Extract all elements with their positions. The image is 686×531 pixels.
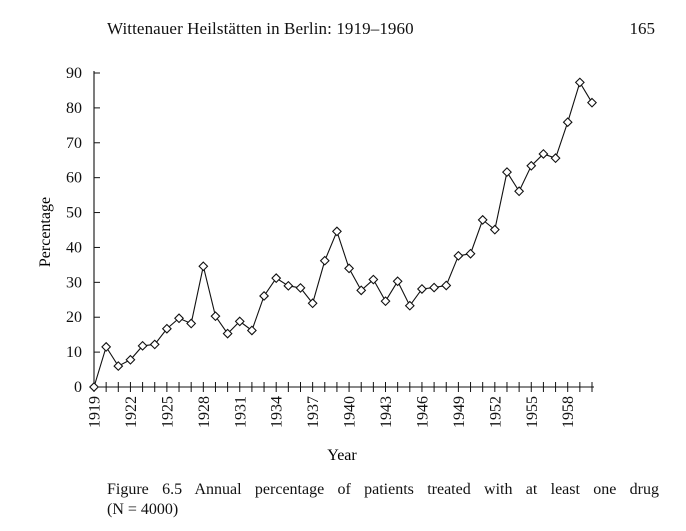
data-point-1926 — [174, 313, 185, 324]
y-tick-label: 80 — [66, 100, 82, 117]
data-point-1933 — [259, 290, 270, 301]
x-tick-label: 1958 — [560, 396, 577, 428]
y-tick-label: 90 — [66, 65, 82, 82]
data-point-1928 — [198, 261, 209, 272]
y-tick-label: 70 — [66, 135, 82, 152]
data-point-1922 — [125, 354, 136, 365]
y-tick-label: 0 — [74, 379, 82, 396]
data-point-1931 — [234, 316, 245, 327]
x-tick-label: 1952 — [487, 396, 504, 428]
y-tick-label: 60 — [66, 170, 82, 187]
figure-caption: Figure 6.5 Annual percentage of patients… — [107, 480, 659, 520]
data-point-1936 — [295, 282, 306, 293]
data-point-1957 — [550, 153, 561, 164]
data-point-1950 — [465, 248, 476, 259]
data-point-1949 — [453, 250, 464, 261]
data-point-1960 — [587, 97, 597, 108]
data-point-1927 — [186, 318, 197, 329]
x-axis-ticks: 1919 1922 1925 1928 1931 1934 1937 1940 1943 1946… — [87, 382, 593, 428]
y-tick-label: 50 — [66, 205, 82, 222]
data-point-1935 — [283, 280, 294, 291]
y-axis-ticks: 0 10 20 30 40 50 60 70 80 90 — [66, 65, 100, 396]
data-point-1932 — [246, 325, 257, 336]
x-tick-label: 1931 — [232, 396, 249, 428]
x-tick-label: 1919 — [87, 396, 104, 428]
data-point-1942 — [368, 274, 379, 285]
data-point-1939 — [331, 226, 342, 237]
data-point-1930 — [222, 328, 233, 339]
data-point-1920 — [101, 341, 112, 352]
caption-line-2: (N = 4000) — [107, 501, 179, 518]
data-point-1937 — [307, 298, 318, 309]
x-tick-label: 1922 — [123, 396, 140, 428]
data-point-1952 — [489, 224, 500, 235]
data-point-1941 — [356, 285, 367, 296]
x-tick-label: 1955 — [524, 396, 541, 428]
data-point-1925 — [161, 323, 172, 334]
data-point-1945 — [404, 300, 415, 311]
running-head: Wittenauer Heilstätten in Berlin: 1919–1… — [107, 19, 414, 38]
data-point-1946 — [416, 283, 427, 294]
data-point-1923 — [137, 340, 148, 351]
data-point-1934 — [271, 273, 282, 284]
series-line — [93, 81, 593, 388]
data-point-1943 — [380, 296, 391, 307]
x-tick-label: 1937 — [305, 396, 322, 428]
x-axis-label: Year — [327, 447, 357, 464]
y-tick-label: 40 — [66, 239, 82, 256]
data-point-1954 — [514, 186, 525, 197]
y-tick-label: 20 — [66, 309, 82, 326]
y-tick-label: 10 — [66, 344, 82, 361]
data-point-1929 — [210, 311, 221, 322]
data-point-1951 — [477, 214, 488, 225]
data-point-1924 — [149, 339, 160, 350]
y-tick-label: 30 — [66, 274, 82, 291]
chart-axes — [93, 71, 594, 388]
x-tick-label: 1928 — [196, 396, 213, 428]
data-point-1955 — [526, 160, 537, 171]
data-point-1940 — [344, 263, 355, 274]
data-point-1958 — [562, 117, 573, 128]
x-tick-label: 1943 — [378, 396, 395, 428]
x-tick-label: 1949 — [451, 396, 468, 428]
y-axis-label: Percentage — [37, 197, 54, 267]
data-point-1944 — [392, 276, 403, 287]
data-point-1948 — [441, 280, 452, 291]
data-point-1947 — [429, 282, 440, 293]
data-point-1919 — [89, 382, 99, 392]
x-tick-label: 1925 — [159, 396, 176, 428]
x-tick-label: 1940 — [342, 396, 359, 428]
data-point-1938 — [319, 255, 330, 266]
data-point-1921 — [113, 361, 124, 372]
data-point-1953 — [501, 167, 512, 178]
x-tick-label: 1934 — [269, 396, 286, 428]
data-point-1959 — [574, 77, 585, 88]
caption-line-1: Figure 6.5 Annual percentage of patients… — [107, 481, 659, 498]
x-tick-label: 1946 — [414, 396, 431, 428]
data-point-1956 — [538, 148, 549, 159]
page-number: 165 — [629, 19, 656, 38]
data-series — [89, 77, 597, 392]
